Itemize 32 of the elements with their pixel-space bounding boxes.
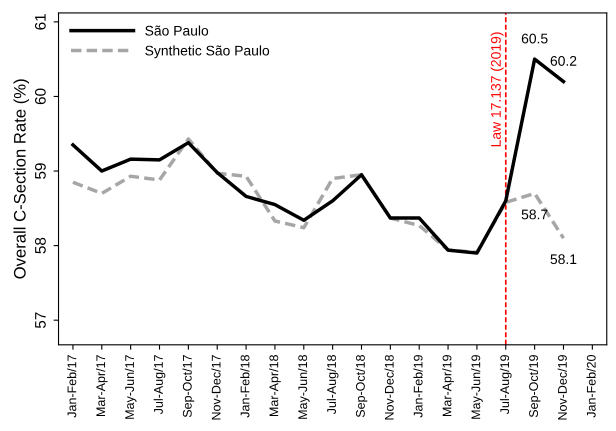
legend-label: São Paulo — [145, 25, 208, 36]
x-tick-label: Nov-Dec/18 — [384, 355, 394, 420]
x-tick-label: May-Jun/19 — [471, 355, 483, 419]
x-tick-label: Nov-Dec/17 — [211, 355, 221, 420]
x-tick-label: Sep-Oct/19 — [528, 355, 540, 418]
x-tick-label: Jan-Feb/20 — [586, 355, 596, 418]
x-tick-label: Jul-Aug/18 — [326, 355, 338, 414]
y-tick-label: 59 — [34, 163, 46, 179]
x-tick-label: May-Jun/17 — [124, 355, 136, 419]
data-label: 60.5 — [522, 34, 548, 44]
y-tick-label: 57 — [35, 312, 46, 328]
data-label: 58.1 — [550, 254, 576, 264]
x-tick-label: Jul-Aug/17 — [154, 355, 166, 414]
x-tick-label: Jan-Feb/17 — [67, 355, 76, 418]
x-tick-label: Nov-Dec/19 — [558, 355, 567, 420]
x-tick-label: May-Jun/18 — [298, 355, 310, 419]
data-label: 58.7 — [522, 210, 548, 220]
data-label: 60.2 — [550, 56, 576, 66]
x-tick-label: Jan-Feb/18 — [240, 355, 250, 418]
y-tick-label: 61 — [34, 14, 46, 30]
y-tick-label: 58 — [34, 238, 46, 254]
y-tick-label: 60 — [34, 88, 46, 104]
x-tick-label: Jul-Aug/19 — [500, 355, 512, 414]
x-tick-label: Mar-Apr/18 — [269, 355, 281, 416]
ref-line-label: Law 17.137 (2019) — [490, 32, 504, 146]
legend-label: Synthetic São Paulo — [145, 45, 270, 58]
x-tick-label: Mar-Apr/17 — [96, 355, 108, 416]
x-tick-label: Sep-Oct/17 — [182, 355, 194, 418]
x-tick-label: Jan-Feb/19 — [413, 355, 423, 418]
x-tick-label: Sep-Oct/18 — [356, 355, 368, 418]
y-axis-title: Overall C-Section Rate (%) — [13, 79, 29, 279]
x-tick-label: Mar-Apr/19 — [442, 355, 454, 416]
